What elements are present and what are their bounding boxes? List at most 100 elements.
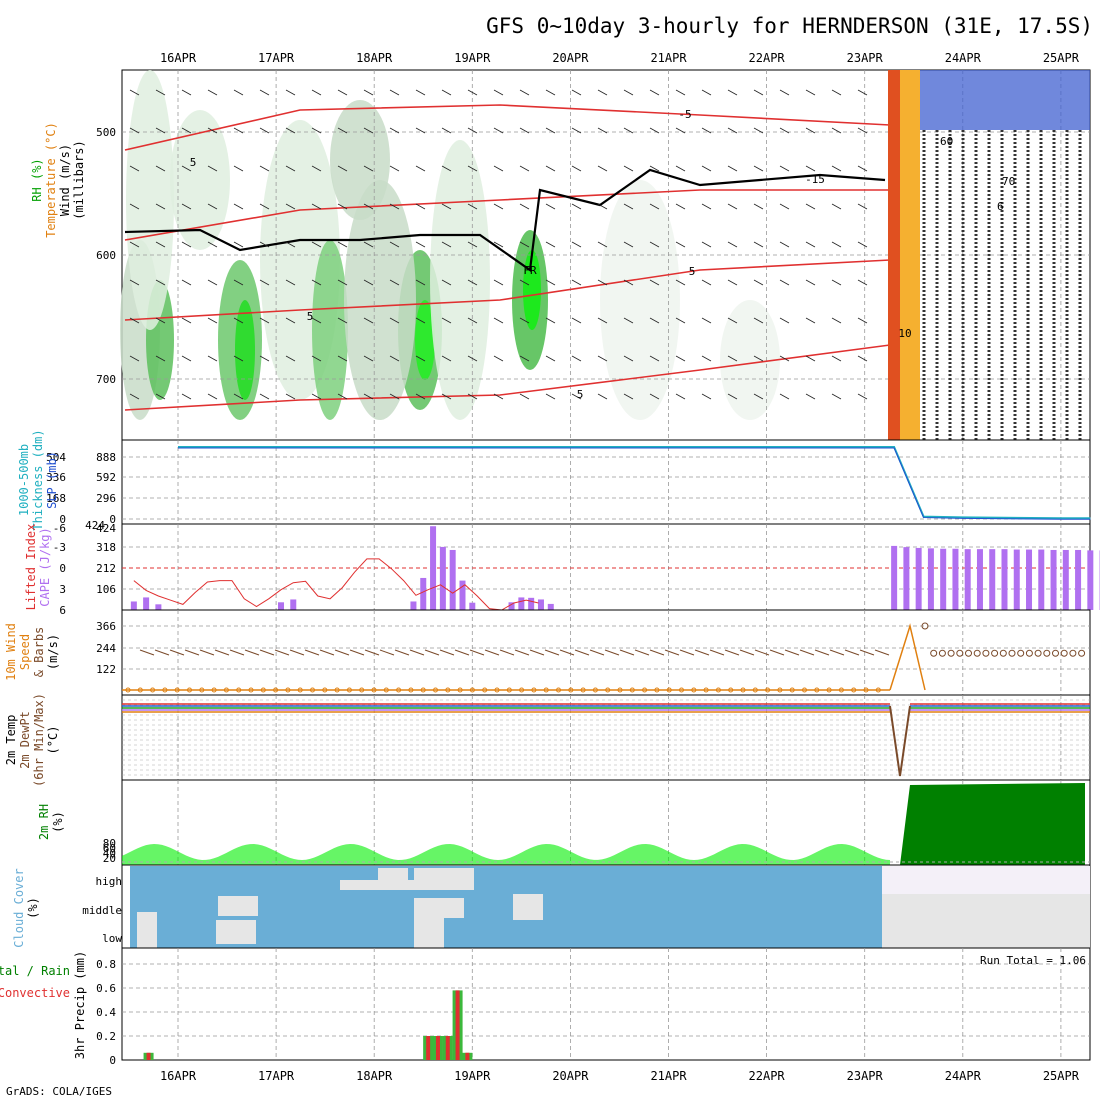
top-date-label: 16APR [160, 51, 197, 65]
wind-barb [363, 317, 374, 324]
wind-barb [519, 279, 530, 286]
wind-speed-marker [137, 687, 143, 693]
wind-barb [675, 127, 686, 134]
cape-bar [430, 526, 437, 610]
cloud-cell [378, 868, 408, 890]
wind-barb [207, 279, 218, 286]
cape-bar [439, 546, 446, 610]
y-tick-label: 700 [96, 373, 116, 386]
wind-barb [753, 127, 764, 134]
wind-barb [623, 203, 634, 210]
wind-speed-marker [371, 687, 377, 693]
wind-barb [545, 393, 556, 400]
cape-bar [1026, 549, 1033, 610]
bottom-date-label: 20APR [552, 1069, 589, 1083]
contour-note: 70 [1002, 175, 1015, 188]
top-date-label: 22APR [749, 51, 786, 65]
wind-speed-marker [838, 687, 844, 693]
precip-convective-bar [435, 1036, 440, 1060]
top-date-label: 18APR [356, 51, 393, 65]
rh-shade [523, 250, 541, 330]
axis-label: (°C) [46, 726, 60, 755]
wind-calm-marker [947, 649, 955, 657]
axis-label: 2m Temp [4, 715, 18, 766]
wind-barb [439, 649, 455, 656]
wind-barb [571, 241, 582, 248]
rh-shade [330, 100, 390, 220]
bottom-date-label: 16APR [160, 1069, 197, 1083]
wind-barb [724, 649, 740, 656]
cape-bar [976, 549, 983, 610]
y-tick-right: 0 [109, 513, 116, 526]
cape-bar [964, 549, 971, 610]
cape-bar [420, 577, 427, 610]
wind-barb [169, 649, 185, 656]
wind-barb [311, 203, 322, 210]
contour-note: 6 [997, 200, 1004, 213]
wind-barb [784, 649, 800, 656]
wind-barb [519, 165, 530, 172]
wind-barb [649, 165, 660, 172]
wind-barb [727, 393, 738, 400]
wind-speed-marker [519, 687, 525, 693]
wind-speed-marker [469, 687, 475, 693]
wind-barb [805, 355, 816, 362]
wind-speed-marker [605, 687, 611, 693]
wind-calm-marker [930, 649, 938, 657]
wind-speed-marker [863, 687, 869, 693]
wind-barb [154, 649, 170, 656]
wind-barb [415, 279, 426, 286]
y-tick-left: 168 [46, 492, 66, 505]
bottom-date-label: 25APR [1043, 1069, 1080, 1083]
wind-barb [311, 355, 322, 362]
wind-barb [259, 127, 270, 134]
wind-barb [649, 89, 660, 96]
cloud-cell [414, 868, 474, 890]
wind-barb [529, 649, 545, 656]
wind-barb [181, 241, 192, 248]
wind-barb [337, 241, 348, 248]
wind-barb [753, 355, 764, 362]
wind-barb [364, 649, 380, 656]
temperature-contour [124, 104, 891, 151]
wind-barb [233, 317, 244, 324]
wind-barb [604, 649, 620, 656]
wind-barb [469, 649, 485, 656]
wind-barb [831, 127, 842, 134]
y-tick-label: 20 [103, 852, 116, 865]
wind-barb [675, 203, 686, 210]
wind-speed-marker [162, 687, 168, 693]
temperature-contour [124, 344, 891, 411]
panel-lifted-cape: -6 -3 0 3 6 424 318 212 106 Lifted Index CAPE (J/k… [24, 522, 1100, 617]
wind-barb [389, 203, 400, 210]
wind-barb [285, 241, 296, 248]
wind-barb [484, 649, 500, 656]
wind-barb [233, 165, 244, 172]
wind-barb [831, 241, 842, 248]
wind-barb [753, 89, 764, 96]
wind-barb [701, 203, 712, 210]
wind-barb [311, 393, 322, 400]
wind-calm-marker [1017, 649, 1025, 657]
wind-barb [805, 279, 816, 286]
wind-barb [389, 89, 400, 96]
wind-barb [311, 127, 322, 134]
wind-speed-marker [531, 687, 537, 693]
wind-barb [129, 203, 140, 210]
wind-barb [799, 649, 815, 656]
wind-barb [545, 89, 556, 96]
wind-barb [155, 241, 166, 248]
wind-barb [467, 89, 478, 96]
wind-barb [441, 393, 452, 400]
wind-barb [519, 89, 530, 96]
wind-speed-marker [703, 687, 709, 693]
wind-barb [753, 279, 764, 286]
wind-barb [233, 241, 244, 248]
wind-barb [831, 393, 842, 400]
wind-barb [467, 317, 478, 324]
cloud-cell [218, 896, 258, 916]
wind-barb [623, 355, 634, 362]
wind-barb [311, 317, 322, 324]
wind-barb [831, 89, 842, 96]
